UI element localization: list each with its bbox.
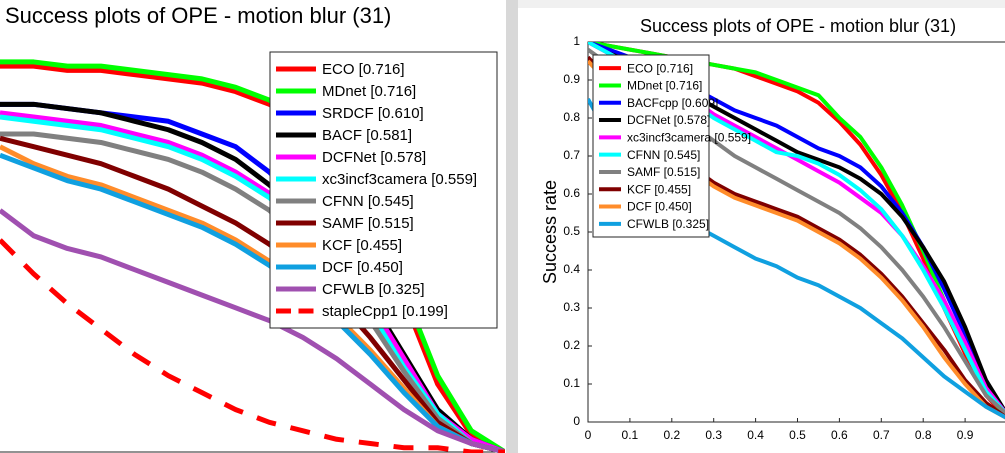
legend-label: BACFcpp [0.609] [627, 96, 718, 110]
legend-label: SAMF [0.515] [322, 215, 414, 232]
x-tick-label: 0.6 [831, 428, 848, 442]
x-tick-label: 0.9 [957, 428, 974, 442]
series-line [0, 208, 505, 453]
legend-label: MDnet [0.716] [322, 83, 416, 100]
series-line [0, 63, 505, 453]
x-tick-label: 0.1 [622, 428, 639, 442]
x-tick-label: 0.4 [747, 428, 764, 442]
y-tick-label: 0.9 [563, 72, 580, 86]
title-bar [518, 0, 1005, 8]
x-tick-label: 0.7 [873, 428, 890, 442]
x-tick-label: 0.8 [915, 428, 932, 442]
y-tick-label: 0.4 [563, 262, 580, 276]
series-line [0, 131, 505, 453]
y-axis-label: Success rate [540, 180, 560, 284]
y-tick-label: 0.3 [563, 300, 580, 314]
legend-label: BACF [0.581] [322, 127, 412, 144]
legend-label: DCFNet [0.578] [627, 113, 710, 127]
legend-label: xc3incf3camera [0.559] [627, 131, 751, 145]
y-tick-label: 0.7 [563, 148, 580, 162]
legend-label: ECO [0.716] [627, 61, 693, 75]
series-line [0, 238, 505, 453]
legend-label: xc3incf3camera [0.559] [322, 171, 477, 188]
series-line [0, 135, 505, 453]
legend-label: DCF [0.450] [322, 259, 403, 276]
legend-label: MDnet [0.716] [627, 79, 702, 93]
series-line [0, 152, 505, 453]
legend-label: CFWLB [0.325] [627, 217, 709, 231]
legend-label: KCF [0.455] [627, 182, 691, 196]
y-tick-label: 0.6 [563, 186, 580, 200]
series-line [0, 59, 505, 453]
x-tick-label: 0.3 [705, 428, 722, 442]
legend-label: SRDCF [0.610] [322, 105, 424, 122]
legend-label: stapleCpp1 [0.199] [322, 303, 448, 320]
legend-label: DCFNet [0.578] [322, 149, 426, 166]
chart-title: Success plots of OPE - motion blur (31) [640, 16, 956, 36]
x-tick-label: 0 [585, 428, 592, 442]
legend-label: CFWLB [0.325] [322, 281, 425, 298]
legend-label: KCF [0.455] [322, 237, 402, 254]
x-tick-label: 0.2 [663, 428, 680, 442]
legend-label: CFNN [0.545] [322, 193, 414, 210]
legend-label: ECO [0.716] [322, 61, 405, 78]
legend-label: CFNN [0.545] [627, 148, 700, 162]
y-tick-label: 0.1 [563, 376, 580, 390]
window-border [506, 0, 518, 453]
legend-label: DCF [0.450] [627, 200, 692, 214]
y-tick-label: 1 [573, 34, 580, 48]
x-tick-label: 0.5 [789, 428, 806, 442]
chart-title: Success plots of OPE - motion blur (31) [5, 3, 391, 28]
legend-box [269, 51, 498, 329]
series-group [0, 59, 505, 453]
y-tick-label: 0.8 [563, 110, 580, 124]
y-tick-label: 0.2 [563, 338, 580, 352]
y-tick-label: 0.5 [563, 224, 580, 238]
legend-label: SAMF [0.515] [627, 165, 700, 179]
y-tick-label: 0 [573, 414, 580, 428]
